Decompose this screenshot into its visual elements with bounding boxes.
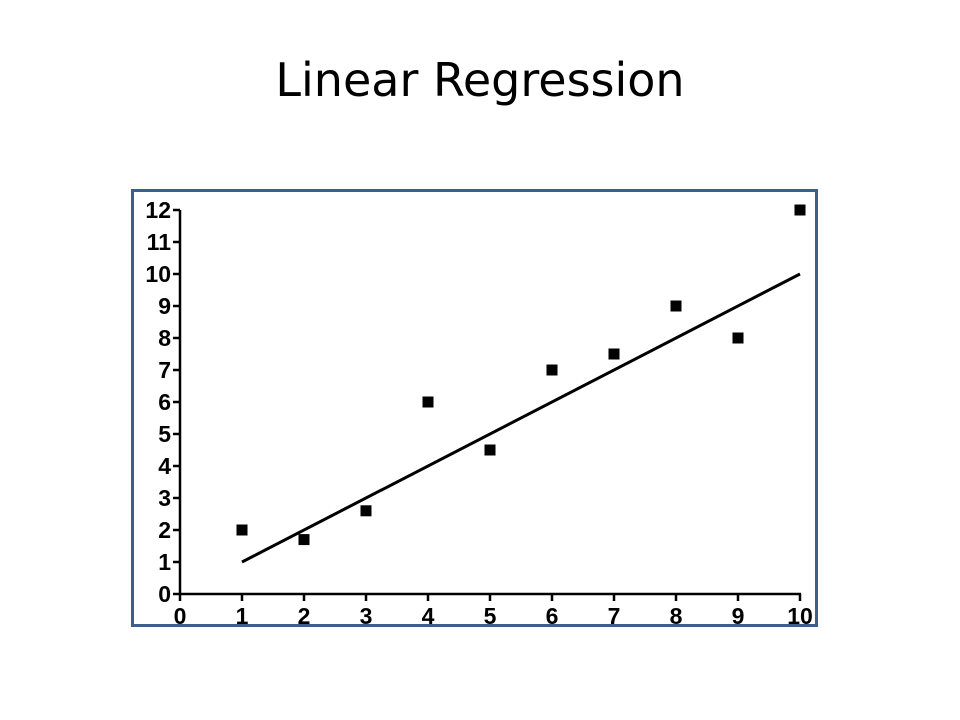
- slide-title: Linear Regression: [275, 53, 685, 107]
- y-tick-label: 0: [158, 581, 171, 607]
- x-tick-label: 1: [236, 603, 249, 624]
- data-point: [670, 300, 682, 312]
- data-point: [236, 524, 248, 536]
- y-tick-label: 12: [145, 197, 171, 223]
- x-tick-label: 0: [174, 603, 187, 624]
- x-tick-label: 3: [360, 603, 373, 624]
- y-tick-label: 9: [158, 293, 171, 319]
- x-tick-label: 2: [298, 603, 311, 624]
- data-point: [360, 505, 372, 517]
- data-point: [608, 348, 620, 360]
- x-tick-label: 8: [670, 603, 683, 624]
- y-tick-label: 5: [158, 421, 171, 447]
- y-tick-label: 6: [158, 389, 171, 415]
- y-tick-label: 1: [158, 549, 171, 575]
- chart-frame: 0 1 2 3 4 5 6 7 8 9 10 0 1 2 3 4 5 6 7 8 9 10 11 12: [131, 189, 818, 627]
- data-point: [546, 364, 558, 376]
- data-point: [484, 444, 496, 456]
- y-tick-label: 11: [147, 229, 172, 255]
- x-tick-label: 9: [732, 603, 745, 624]
- x-tick-label: 10: [787, 603, 813, 624]
- data-point: [298, 534, 310, 546]
- x-tick-label: 6: [546, 603, 559, 624]
- x-tick-label: 7: [608, 603, 621, 624]
- data-point: [732, 332, 744, 344]
- y-tick-label: 4: [158, 453, 171, 479]
- y-tick-label: 3: [158, 485, 171, 511]
- regression-line: [241, 272, 801, 564]
- x-tick-label: 4: [422, 603, 435, 624]
- y-tick-label: 2: [158, 517, 171, 543]
- x-tick-label: 5: [484, 603, 497, 624]
- data-point: [422, 396, 434, 408]
- y-tick-label: 7: [158, 357, 171, 383]
- y-tick-label: 8: [158, 325, 171, 351]
- data-point: [794, 204, 806, 216]
- y-tick-label: 10: [145, 261, 171, 287]
